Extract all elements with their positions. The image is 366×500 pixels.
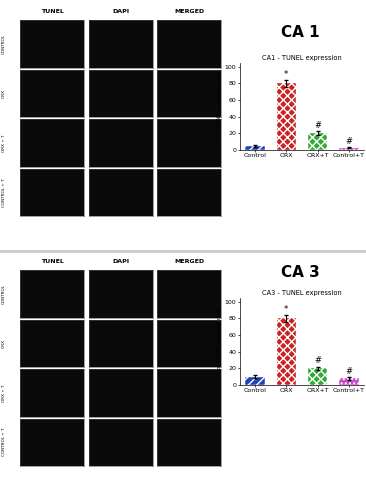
Text: CONTROL + T: CONTROL + T <box>2 178 6 206</box>
Bar <box>339 148 359 150</box>
Text: CA 3: CA 3 <box>281 265 320 280</box>
Text: CONTROL: CONTROL <box>2 34 6 54</box>
Text: CONTROL + T: CONTROL + T <box>2 428 6 456</box>
Y-axis label: % of TUNEL positive cells: % of TUNEL positive cells <box>217 306 222 376</box>
Text: CONTROL: CONTROL <box>2 284 6 304</box>
Text: *: * <box>284 304 288 314</box>
Text: ORX: ORX <box>2 89 6 98</box>
Text: #: # <box>346 367 352 376</box>
Title: CA3 - TUNEL expression: CA3 - TUNEL expression <box>262 290 342 296</box>
Text: #: # <box>314 121 321 130</box>
Bar <box>308 368 327 385</box>
Bar <box>339 378 359 385</box>
Text: ORX + T: ORX + T <box>2 134 6 152</box>
Text: *: * <box>284 70 288 78</box>
Text: #: # <box>346 136 352 145</box>
Y-axis label: % of TUNEL positive cells: % of TUNEL positive cells <box>217 72 222 141</box>
Text: #: # <box>314 356 321 366</box>
Text: TUNEL: TUNEL <box>41 9 64 14</box>
Bar <box>308 134 327 150</box>
Title: CA1 - TUNEL expression: CA1 - TUNEL expression <box>262 54 342 60</box>
Text: DAPI: DAPI <box>112 9 129 14</box>
Text: TUNEL: TUNEL <box>41 259 64 264</box>
Text: MERGED: MERGED <box>174 9 204 14</box>
Text: ORX: ORX <box>2 339 6 348</box>
Bar <box>245 376 265 385</box>
Text: MERGED: MERGED <box>174 259 204 264</box>
Text: DAPI: DAPI <box>112 259 129 264</box>
Text: CA 1: CA 1 <box>281 25 320 40</box>
Bar <box>277 84 296 150</box>
Text: ORX + T: ORX + T <box>2 384 6 402</box>
Bar <box>277 318 296 385</box>
Bar <box>245 146 265 150</box>
